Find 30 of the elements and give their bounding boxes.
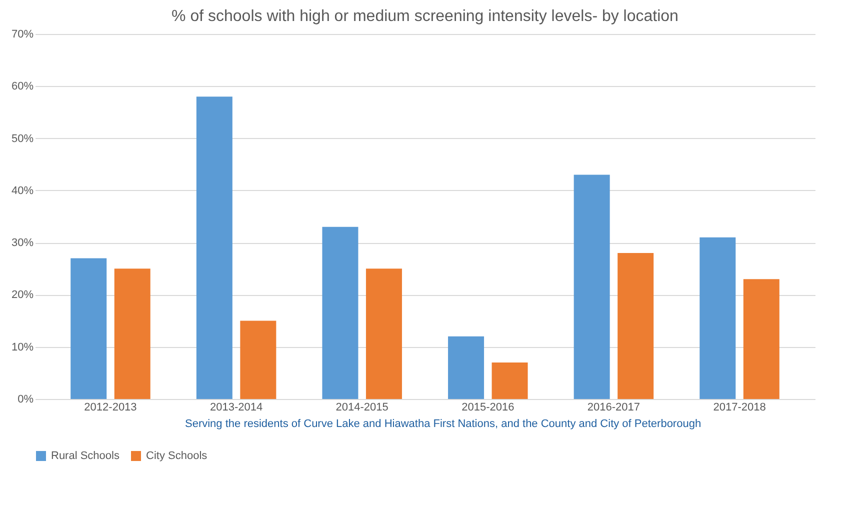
bar (240, 320, 276, 399)
legend-label: Rural Schools (51, 450, 120, 462)
x-tick-label: 2016-2017 (587, 402, 640, 414)
bar (743, 279, 780, 399)
y-tick-label: 10% (11, 341, 34, 354)
y-tick-label: 40% (11, 184, 34, 197)
y-tick-label: 70% (11, 28, 34, 40)
text: Serving the residents of Curve Lake and Hiawatha First Nations, and the County and City of Peterborough (185, 418, 702, 430)
y-tick-label: 60% (11, 80, 34, 93)
y-tick-label: 50% (11, 132, 34, 145)
bar (70, 258, 107, 399)
bar (700, 237, 736, 399)
bar (574, 174, 610, 399)
y-tick-label: 0% (18, 394, 34, 406)
x-tick-label: 2017-2018 (713, 402, 766, 414)
legend-label: City Schools (146, 450, 208, 462)
bar (196, 96, 232, 399)
y-tick-label: 30% (11, 237, 34, 250)
y-tick-label: 20% (11, 289, 34, 302)
bar (114, 268, 150, 399)
x-tick-label: 2015-2016 (462, 402, 514, 414)
x-tick-label: 2012-2013 (84, 402, 137, 414)
x-tick-label: 2013-2014 (210, 402, 263, 414)
x-tick-label: 2014-2015 (336, 402, 388, 414)
bar (366, 268, 402, 399)
chart-title: % of schools with high or medium screening intensity levels- by location (172, 8, 678, 25)
bar (492, 362, 528, 399)
bar (448, 336, 484, 399)
bar (618, 253, 654, 399)
bar (322, 226, 358, 399)
